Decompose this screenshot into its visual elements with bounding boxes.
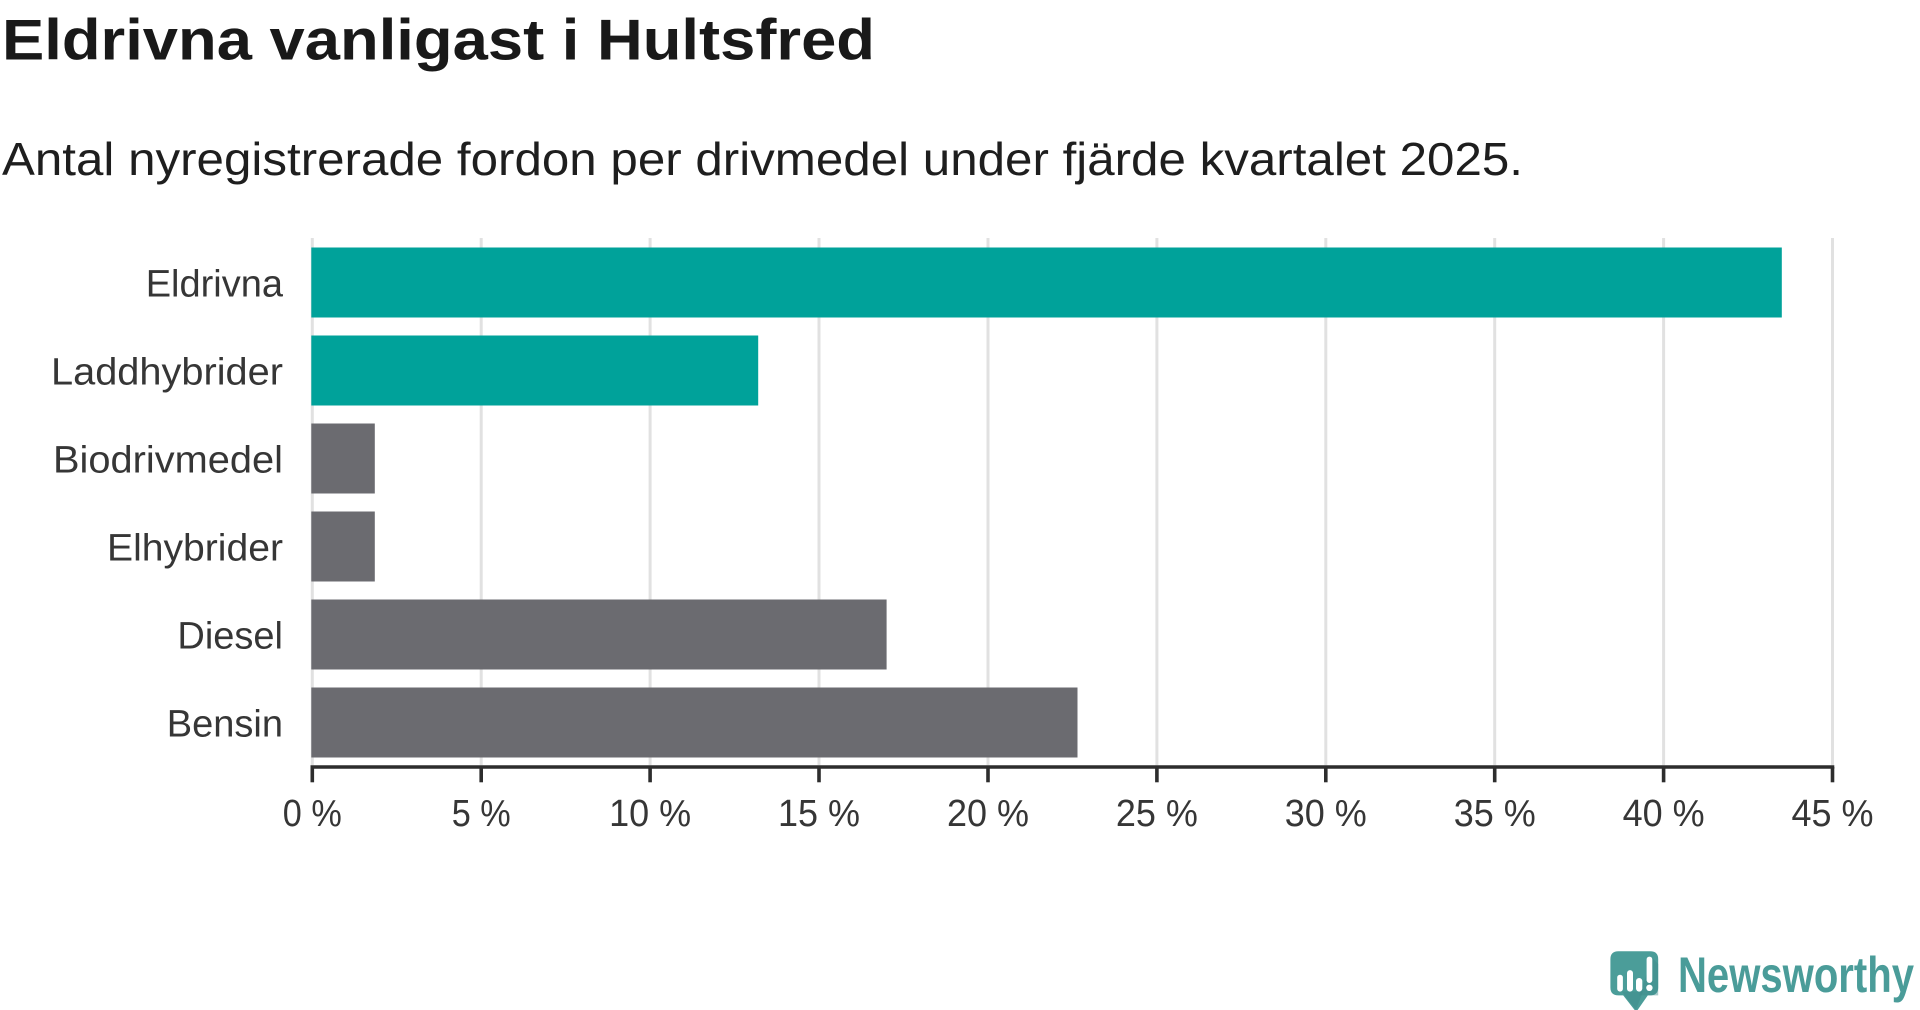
svg-text:Bensin: Bensin — [167, 704, 283, 746]
svg-text:30 %: 30 % — [1285, 793, 1367, 835]
svg-text:Laddhybrider: Laddhybrider — [51, 352, 283, 394]
svg-text:25 %: 25 % — [1116, 793, 1198, 835]
svg-text:35 %: 35 % — [1454, 793, 1536, 835]
svg-text:Newsworthy: Newsworthy — [1678, 947, 1914, 1003]
svg-text:Diesel: Diesel — [177, 616, 283, 658]
svg-text:20 %: 20 % — [947, 793, 1029, 835]
svg-text:0 %: 0 % — [283, 793, 342, 835]
svg-text:Eldrivna vanligast i Hultsfred: Eldrivna vanligast i Hultsfred — [2, 9, 875, 73]
svg-text:5 %: 5 % — [452, 793, 511, 835]
svg-text:40 %: 40 % — [1623, 793, 1705, 835]
svg-text:Eldrivna: Eldrivna — [146, 264, 284, 306]
svg-text:45 %: 45 % — [1792, 793, 1874, 835]
svg-text:Biodrivmedel: Biodrivmedel — [53, 440, 283, 482]
svg-text:Elhybrider: Elhybrider — [107, 528, 283, 570]
svg-text:15 %: 15 % — [778, 793, 860, 835]
svg-text:Antal nyregistrerade fordon pe: Antal nyregistrerade fordon per drivmede… — [2, 133, 1523, 185]
svg-text:10 %: 10 % — [609, 793, 691, 835]
